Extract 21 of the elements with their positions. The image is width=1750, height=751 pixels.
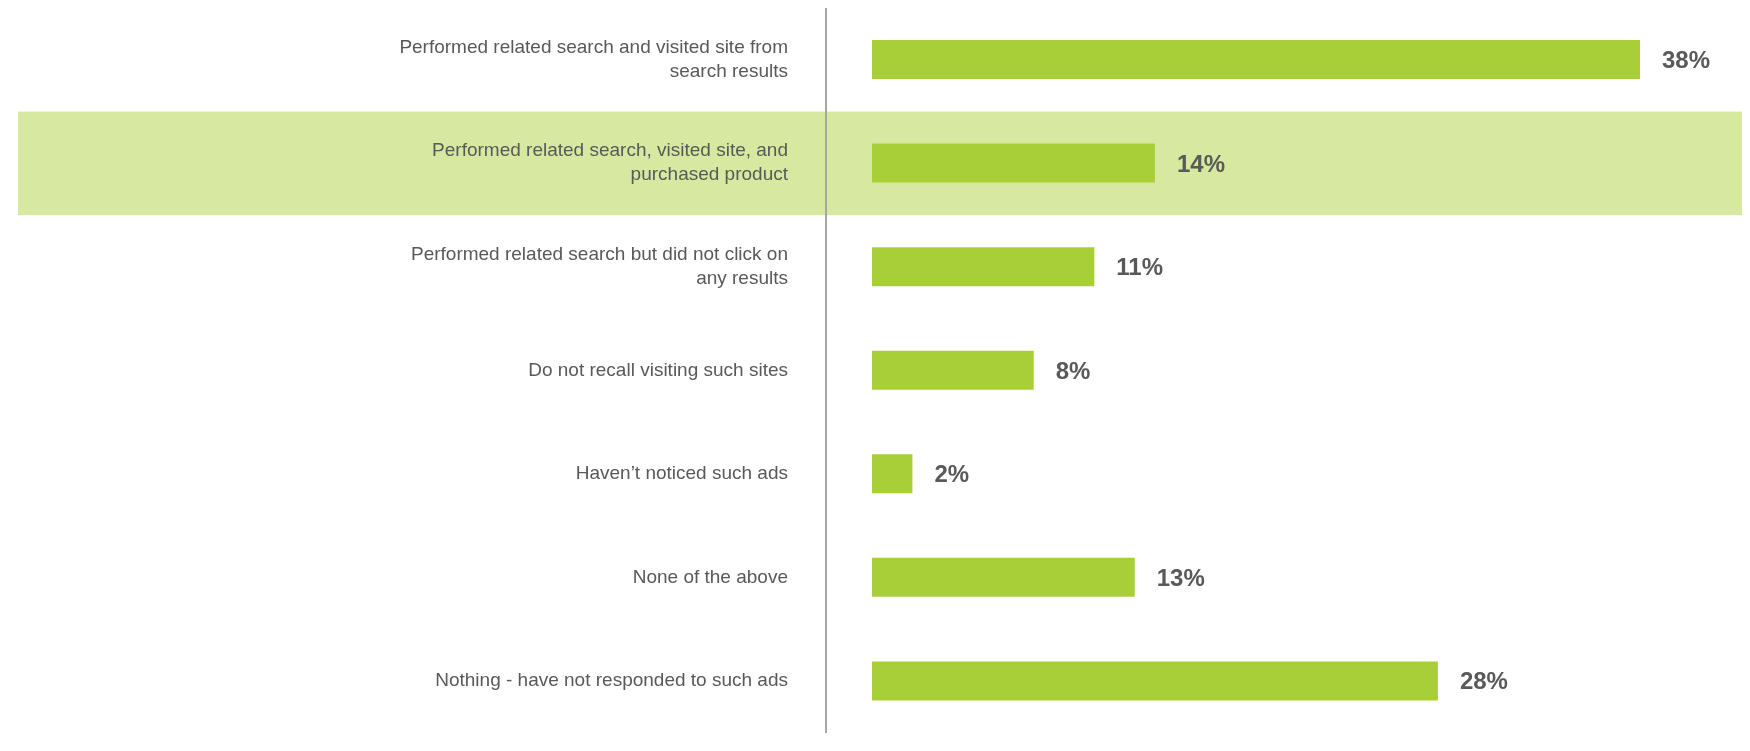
data-label: 2%: [934, 460, 970, 488]
data-label: 11%: [1116, 253, 1164, 281]
data-label: 8%: [1055, 356, 1091, 384]
y-tick-label: Nothing - have not responded to such ads: [435, 669, 788, 691]
data-label: 14%: [1176, 149, 1225, 177]
bar: [872, 247, 1095, 287]
bar: [872, 557, 1135, 597]
y-tick-label: Performed related search and visited site from search results: [399, 35, 788, 81]
data-label: 38%: [1662, 46, 1711, 74]
bar: [872, 143, 1155, 183]
y-tick-label: Haven’t noticed such ads: [575, 462, 788, 484]
data-label: 13%: [1156, 563, 1205, 591]
y-tick-label: None of the above: [632, 565, 788, 587]
bar: [872, 454, 913, 494]
y-tick-label: Performed related search, visited site, and purchased product: [432, 139, 789, 185]
y-tick-label: Performed related search but did not click on any results: [410, 242, 788, 288]
y-tick-label: Do not recall visiting such sites: [528, 358, 788, 380]
bar: [872, 40, 1640, 79]
bar: [872, 350, 1034, 390]
bar: [872, 661, 1438, 701]
data-label: 28%: [1459, 667, 1508, 695]
